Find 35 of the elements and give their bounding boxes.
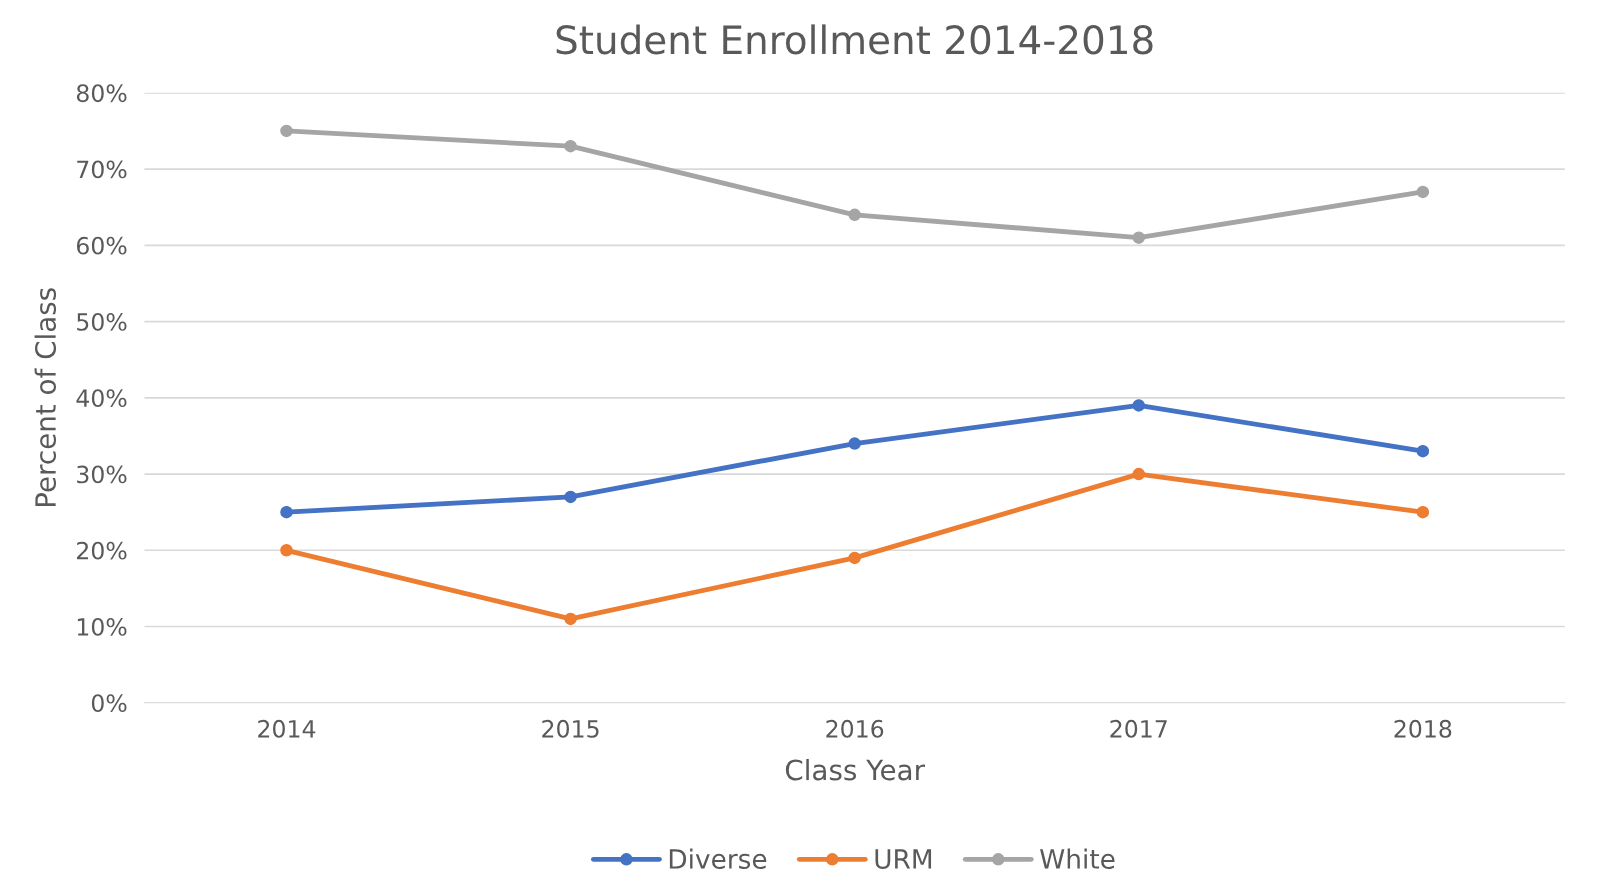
y-tick-label: 30% [77, 465, 127, 484]
point [1132, 467, 1145, 481]
y-tick-label: 80% [76, 84, 127, 103]
point [280, 124, 293, 138]
point [280, 544, 293, 557]
x-tick-label: 2016 [826, 719, 884, 738]
chart-title: Student Enrollment 2014-2018 [556, 24, 1153, 55]
y-axis-title: Percent of Class [34, 288, 57, 507]
y-tick-label: 60% [76, 236, 127, 255]
point [848, 437, 861, 450]
point [1132, 231, 1145, 244]
y-tick-label: 40% [76, 389, 127, 408]
y-tick-label: 20% [77, 541, 127, 560]
y-tick-label: 50% [77, 313, 127, 331]
x-axis-title: Class Year [785, 758, 926, 781]
x-tick-label: 2017 [1110, 719, 1167, 738]
point [564, 139, 577, 153]
point [564, 612, 577, 626]
point [1416, 185, 1430, 199]
legend-label: URM [875, 849, 932, 869]
x-tick-label: 2014 [258, 719, 316, 738]
point [848, 208, 861, 222]
y-tick-label: 10% [77, 617, 127, 636]
point [564, 490, 577, 504]
x-tick-label: 2015 [542, 719, 599, 738]
legend-label: White [1040, 848, 1115, 869]
y-tick-label: 0% [91, 694, 127, 713]
legend-label: Diverse [669, 848, 767, 869]
point [1132, 399, 1145, 412]
point [848, 551, 861, 565]
point [1416, 444, 1430, 458]
point [280, 505, 293, 519]
point [1416, 505, 1430, 519]
y-tick-label: 70% [77, 160, 127, 179]
x-tick-label: 2018 [1394, 719, 1452, 738]
